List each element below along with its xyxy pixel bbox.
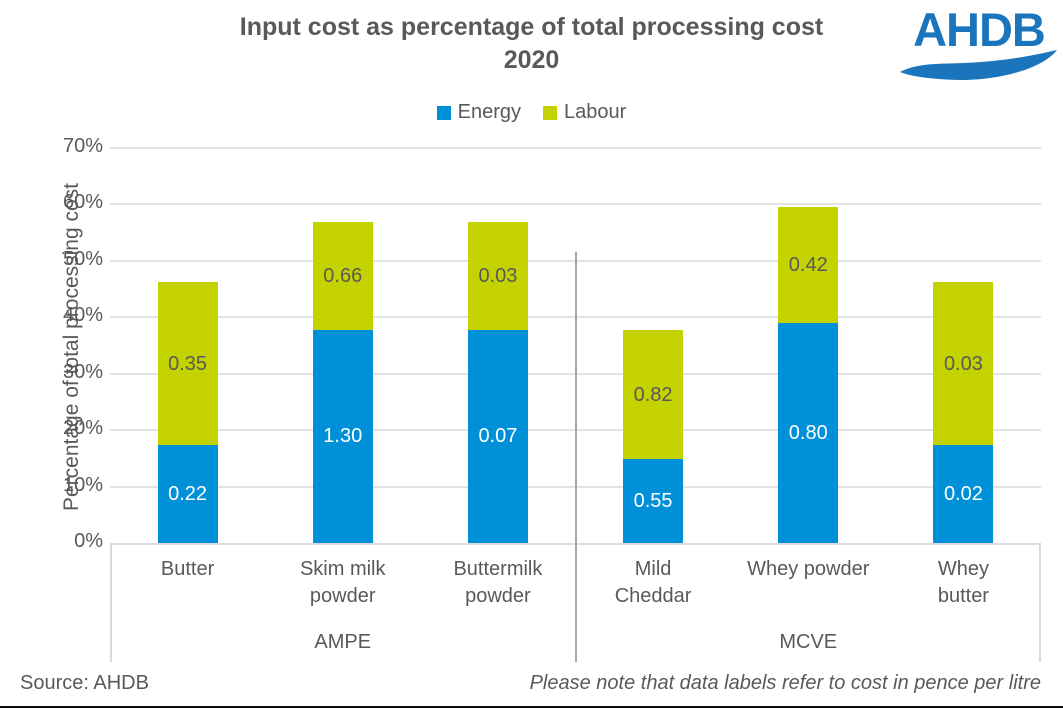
category-label-buttermilk-powder: Buttermilk powder <box>453 558 543 607</box>
data-label-energy-buttermilk-powder: 0.07 <box>478 425 518 448</box>
legend-item-labour: Labour <box>543 101 626 124</box>
bar-segment-labour-buttermilk-powder <box>467 222 528 330</box>
bar-segment-energy-mild-cheddar <box>623 459 684 543</box>
data-label-energy-whey-butter: 0.02 <box>943 483 983 506</box>
bar-segment-labour-mild-cheddar <box>623 330 684 460</box>
y-tick-label-0%: 0% <box>74 530 103 552</box>
ahdb-logo: AHDB <box>898 6 1060 82</box>
group-label-ampe: AMPE <box>314 631 372 653</box>
bar-segment-labour-skim-milk-powder <box>312 222 373 330</box>
data-label-energy-butter: 0.22 <box>168 483 208 506</box>
legend-item-energy: Energy <box>436 101 522 124</box>
legend-label-energy: Energy <box>457 101 522 123</box>
axis-border-left <box>110 543 112 662</box>
bar-segment-labour-butter <box>157 282 218 446</box>
bar-segment-energy-whey-butter <box>933 445 994 543</box>
chart-title-line2: 2020 <box>503 46 560 74</box>
bottom-border-line <box>0 706 1063 708</box>
category-label-mild-cheddar: Mild Cheddar <box>614 558 692 607</box>
bar-segment-energy-whey-powder <box>778 322 839 543</box>
data-label-labour-butter: 0.35 <box>168 352 208 375</box>
y-tick-label-40%: 40% <box>62 304 103 327</box>
y-tick-label-70%: 70% <box>62 135 103 157</box>
data-label-labour-whey-powder: 0.42 <box>788 254 828 277</box>
category-label-butter: Butter <box>160 558 215 580</box>
legend: Energy Labour <box>0 101 1063 124</box>
legend-label-labour: Labour <box>564 101 627 123</box>
ahdb-logo-text: AHDB <box>913 3 1046 56</box>
bar-segment-energy-buttermilk-powder <box>467 329 528 543</box>
group-label-mcve: MCVE <box>779 631 838 653</box>
y-tick-label-30%: 30% <box>62 360 103 383</box>
y-tick-label-50%: 50% <box>62 247 103 270</box>
bar-segment-labour-whey-butter <box>933 282 994 446</box>
y-tick-label-20%: 20% <box>62 417 103 440</box>
axis-border-right <box>1039 543 1041 662</box>
data-label-energy-mild-cheddar: 0.55 <box>633 490 673 513</box>
ahdb-logo-wave-icon <box>900 50 1057 80</box>
category-label-whey-butter: Whey butter <box>937 558 989 607</box>
legend-swatch-energy-icon <box>436 105 451 120</box>
chart-title: Input cost as percentage of total proces… <box>0 11 1063 77</box>
y-tick-label-60%: 60% <box>62 191 103 214</box>
data-label-labour-mild-cheddar: 0.82 <box>633 383 673 406</box>
data-label-energy-skim-milk-powder: 1.30 <box>323 425 363 448</box>
chart-title-line1: Input cost as percentage of total proces… <box>239 13 824 41</box>
bar-segment-energy-skim-milk-powder <box>312 329 373 543</box>
gridline-60% <box>110 203 1041 206</box>
source-text: Source: AHDB <box>20 672 149 694</box>
category-label-whey-powder: Whey powder <box>747 558 870 580</box>
bar-segment-energy-butter <box>157 445 218 543</box>
data-label-labour-whey-butter: 0.03 <box>943 352 983 375</box>
data-label-energy-whey-powder: 0.80 <box>788 421 828 444</box>
category-label-skim-milk-powder: Skim milk powder <box>299 558 386 607</box>
gridline-70% <box>110 147 1041 149</box>
footnote-text: Please note that data labels refer to co… <box>529 672 1041 694</box>
y-tick-label-10%: 10% <box>62 473 103 496</box>
data-label-labour-skim-milk-powder: 0.66 <box>323 265 363 288</box>
legend-swatch-labour-icon <box>543 105 558 120</box>
data-label-labour-buttermilk-powder: 0.03 <box>478 265 518 288</box>
group-divider-line <box>574 252 577 662</box>
bar-segment-labour-whey-powder <box>778 207 839 323</box>
